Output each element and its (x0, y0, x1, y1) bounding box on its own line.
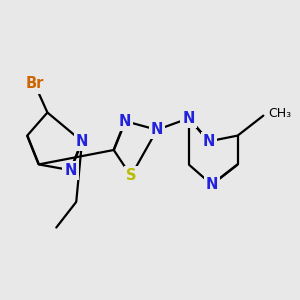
Text: N: N (182, 111, 195, 126)
Text: N: N (64, 163, 77, 178)
Text: N: N (203, 134, 215, 149)
Text: Br: Br (25, 76, 44, 91)
Text: N: N (151, 122, 163, 137)
Text: N: N (119, 114, 131, 129)
Text: CH₃: CH₃ (268, 107, 291, 121)
Text: N: N (206, 177, 218, 192)
Text: S: S (126, 168, 136, 183)
Text: N: N (76, 134, 88, 149)
